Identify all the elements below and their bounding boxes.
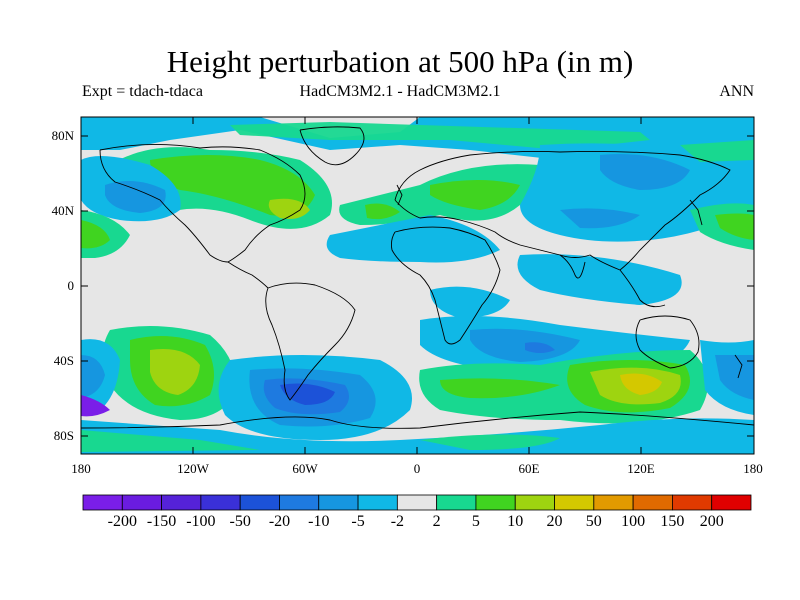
contour-fill: [81, 117, 754, 454]
coastline-uk: [396, 184, 403, 206]
lon-tick-label: 180: [743, 461, 763, 476]
contour-region: [525, 342, 555, 353]
coastline-japan: [689, 199, 703, 226]
contour-region: [620, 373, 662, 395]
axis-ticks: [81, 117, 754, 454]
contour-region: [365, 203, 400, 220]
coastline-central-america: [227, 261, 269, 289]
contour-region: [326, 215, 500, 263]
colorbar-label: 50: [585, 513, 602, 530]
colorbar-swatch: [200, 494, 241, 511]
lon-tick-label: 120W: [177, 461, 209, 476]
contour-region: [230, 122, 650, 150]
coastline-north-america: [99, 143, 306, 263]
colorbar-label: 2: [432, 513, 441, 530]
colorbar-label: -50: [229, 513, 251, 530]
contour-region: [560, 208, 640, 229]
colorbar-label: -10: [308, 513, 330, 530]
contour-region: [715, 213, 754, 240]
lon-tick-label: 60W: [292, 461, 318, 476]
coastline-india: [559, 254, 586, 279]
contour-region: [150, 349, 200, 395]
contour-region: [517, 254, 682, 305]
lon-tick-label: 180: [71, 461, 91, 476]
colorbar-label: 200: [699, 513, 724, 530]
colorbar-swatch: [396, 494, 438, 511]
colorbar-swatch: [121, 494, 162, 511]
colorbar-swatch: [672, 494, 713, 511]
coastline-greenland: [299, 126, 365, 166]
colorbar-swatch: [632, 494, 673, 511]
lat-tick-label: 40N: [51, 203, 74, 218]
colorbar-label: -2: [390, 513, 405, 530]
contour-region: [105, 181, 166, 213]
contour-region: [280, 383, 335, 405]
lon-tick-label: 0: [413, 461, 421, 476]
lat-tick-label: 40S: [53, 353, 74, 368]
colorbar-swatch: [514, 494, 555, 511]
colorbar-label: -200: [107, 513, 137, 530]
coastline-se-asia: [619, 269, 666, 308]
coastline-new-zealand: [734, 354, 743, 379]
colorbar-swatch: [475, 494, 516, 511]
colorbar-label: -5: [351, 513, 365, 530]
contour-region: [430, 180, 520, 210]
colorbar: [82, 494, 752, 511]
lat-tick-label: 80N: [51, 128, 74, 143]
contour-region: [268, 198, 310, 219]
colorbar-label: -20: [268, 513, 291, 530]
contour-region: [680, 140, 754, 162]
coastlines: [81, 126, 754, 429]
contour-region: [81, 418, 754, 454]
colorbar-label: 10: [507, 513, 524, 530]
colorbar-swatch: [161, 494, 202, 511]
colorbar-label: -100: [186, 513, 216, 530]
colorbar-swatch: [279, 494, 320, 511]
contour-region: [420, 434, 560, 450]
coastline-australia: [635, 315, 700, 369]
lon-tick-label: 60E: [518, 461, 540, 476]
colorbar-label: 100: [621, 513, 646, 530]
coastline-south-america: [265, 282, 356, 401]
coastline-antarctica: [81, 411, 754, 429]
colorbar-swatch: [318, 494, 359, 511]
contour-region: [715, 355, 754, 400]
colorbar-label: 5: [471, 513, 480, 530]
colorbar-label: 20: [546, 513, 563, 530]
lon-tick-label: 120E: [627, 461, 655, 476]
contour-region: [81, 355, 105, 398]
colorbar-label: 150: [660, 513, 685, 530]
contour-region: [81, 430, 260, 452]
colorbar-swatch: [82, 494, 123, 511]
contour-region: [440, 378, 560, 399]
contour-region: [81, 220, 110, 249]
colorbar-swatch: [239, 494, 280, 511]
lat-tick-label: 80S: [53, 428, 74, 443]
colorbar-swatch: [593, 494, 634, 511]
chart-title: Height perturbation at 500 hPa (in m): [166, 44, 634, 79]
experiment-label: Expt = tdach-tdaca: [82, 83, 203, 100]
coastline-eurasia: [394, 150, 731, 271]
colorbar-label: -150: [146, 513, 177, 530]
coastline-africa: [390, 226, 501, 345]
colorbar-swatch: [554, 494, 595, 511]
model-label: HadCM3M2.1 - HadCM3M2.1: [299, 83, 501, 100]
colorbar-swatch: [357, 494, 398, 511]
contour-region: [600, 154, 690, 190]
period-label: ANN: [719, 83, 754, 100]
contour-region: [81, 395, 110, 417]
lat-tick-label: 0: [67, 278, 75, 293]
colorbar-swatch: [711, 494, 752, 511]
colorbar-swatch: [436, 494, 477, 511]
